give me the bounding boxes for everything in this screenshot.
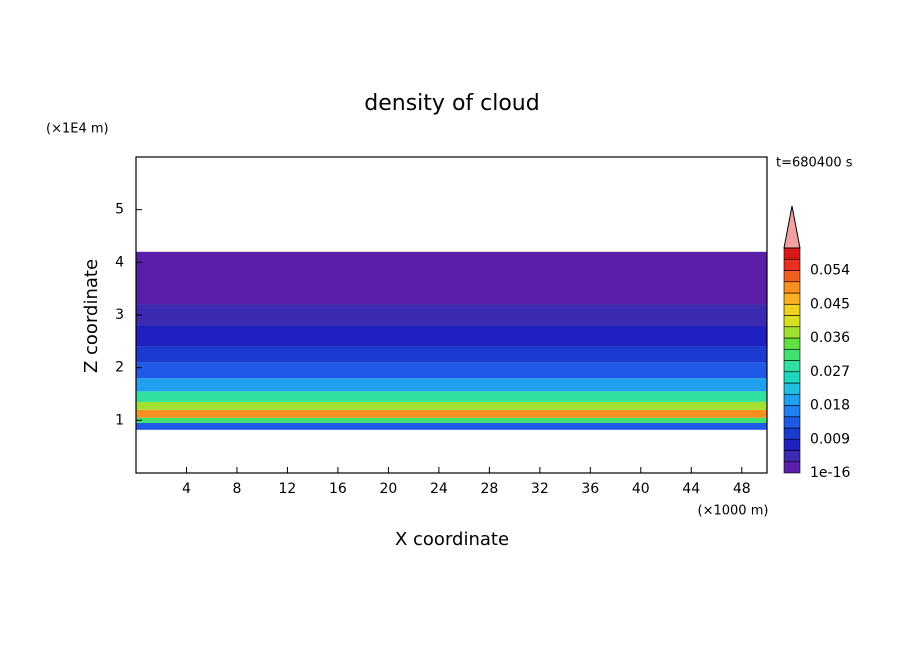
colorbar-swatch [783, 315, 801, 328]
colorbar-label: 0.027 [810, 364, 850, 380]
colorbar-swatch [783, 427, 801, 440]
colorbar-swatch [783, 281, 801, 294]
y-tick-label: 4 [115, 254, 124, 270]
x-tick-label: 44 [682, 481, 700, 497]
contour-band [136, 391, 767, 402]
colorbar-swatch [783, 337, 801, 350]
y-tick-label: 1 [115, 412, 124, 428]
x-tick-label: 28 [480, 481, 498, 497]
colorbar-label: 1e-16 [810, 465, 850, 481]
contour-band [136, 251, 767, 305]
x-unit: (×1000 m) [698, 504, 769, 519]
colorbar-label: 0.036 [810, 330, 850, 346]
y-tick-label: 2 [115, 360, 124, 376]
contour-band [136, 362, 767, 379]
colorbar-label: 0.009 [810, 431, 850, 447]
colorbar-swatch [783, 258, 801, 271]
contour-band [136, 401, 767, 410]
colorbar-swatch [783, 360, 801, 373]
colorbar-label: 0.018 [810, 398, 850, 414]
x-tick-label: 4 [182, 481, 191, 497]
x-tick-label: 8 [232, 481, 241, 497]
x-axis-label: X coordinate [395, 529, 509, 550]
colorbar-swatch [783, 416, 801, 429]
colorbar-swatch [783, 393, 801, 406]
y-unit: (×1E4 m) [46, 122, 109, 137]
x-tick-label: 16 [329, 481, 347, 497]
contour-band [136, 304, 767, 326]
contour-band [136, 325, 767, 347]
x-tick-label: 24 [430, 481, 448, 497]
contour-band [136, 378, 767, 392]
colorbar-label: 0.045 [810, 296, 850, 312]
colorbar-swatch [783, 326, 801, 339]
colorbar-swatch [783, 461, 801, 474]
x-tick-label: 48 [733, 481, 751, 497]
contour-band [136, 417, 767, 423]
colorbar-swatch [783, 247, 801, 260]
colorbar-swatch [783, 270, 801, 283]
colorbar-swatch [783, 382, 801, 395]
contour-band [136, 409, 767, 418]
colorbar-swatch [783, 371, 801, 384]
colorbar-swatch [783, 303, 801, 316]
x-tick-label: 32 [531, 481, 549, 497]
colorbar-swatch [783, 450, 801, 463]
y-tick-label: 3 [115, 307, 124, 323]
colorbar-label: 0.054 [810, 263, 850, 279]
y-axis-label: Z coordinate [81, 259, 102, 373]
x-tick-label: 36 [581, 481, 599, 497]
x-tick-label: 12 [279, 481, 297, 497]
colorbar-extend [783, 205, 801, 249]
x-tick-label: 40 [632, 481, 650, 497]
contour-band [136, 422, 767, 430]
y-tick-label: 5 [115, 202, 124, 218]
x-tick-label: 20 [379, 481, 397, 497]
colorbar-swatch [783, 405, 801, 418]
colorbar-swatch [783, 292, 801, 305]
contour-band [136, 346, 767, 363]
colorbar-swatch [783, 438, 801, 451]
time-label: t=680400 s [776, 156, 853, 171]
chart-title: density of cloud [364, 91, 539, 116]
colorbar-swatch [783, 348, 801, 361]
